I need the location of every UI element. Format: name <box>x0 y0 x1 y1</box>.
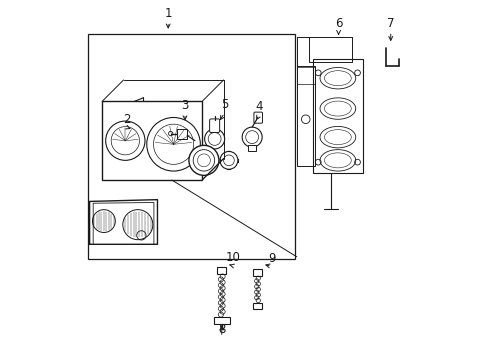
FancyBboxPatch shape <box>254 112 263 123</box>
Text: 8: 8 <box>218 323 225 336</box>
Circle shape <box>189 145 219 175</box>
Bar <box>214 317 230 324</box>
Bar <box>177 129 187 139</box>
Bar <box>313 59 363 173</box>
Ellipse shape <box>320 126 356 148</box>
Bar <box>102 102 202 180</box>
Circle shape <box>220 152 238 169</box>
Bar <box>297 66 315 166</box>
Text: 3: 3 <box>181 99 189 112</box>
Bar <box>253 302 262 309</box>
Text: 7: 7 <box>387 17 394 30</box>
Circle shape <box>169 131 173 136</box>
Text: 6: 6 <box>335 17 343 30</box>
Text: 1: 1 <box>165 8 172 21</box>
Bar <box>248 145 256 152</box>
Bar <box>88 33 295 258</box>
Text: 4: 4 <box>256 100 263 113</box>
FancyBboxPatch shape <box>210 119 220 132</box>
Text: 5: 5 <box>221 99 228 112</box>
Circle shape <box>205 129 224 149</box>
Ellipse shape <box>320 67 356 89</box>
Bar <box>297 67 315 84</box>
Bar <box>217 267 226 274</box>
Ellipse shape <box>320 98 356 119</box>
Bar <box>309 37 352 62</box>
Text: 10: 10 <box>225 251 240 264</box>
Bar <box>253 269 262 276</box>
Text: 9: 9 <box>268 252 275 265</box>
Text: 2: 2 <box>122 113 130 126</box>
Circle shape <box>242 127 262 147</box>
Ellipse shape <box>320 150 356 171</box>
